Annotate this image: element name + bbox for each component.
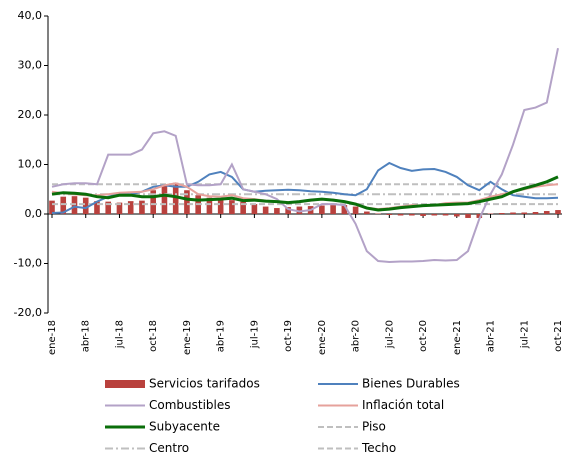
y-tick-label: 10,0	[18, 158, 43, 171]
bar	[274, 208, 280, 214]
x-tick-label: oct-19	[283, 320, 294, 352]
line	[51, 175, 559, 212]
x-tick-label: oct-18	[148, 320, 159, 352]
legend-label: Combustibles	[149, 398, 231, 412]
bar	[476, 214, 483, 218]
x-tick-label: oct-21	[553, 320, 564, 352]
bar	[150, 190, 156, 214]
bar	[330, 205, 336, 214]
x-tick-label: abr-18	[81, 320, 92, 352]
legend-swatch	[105, 380, 145, 388]
legend-label: Subyacente	[149, 420, 220, 434]
bar	[139, 200, 145, 214]
x-tick-label: jul-20	[384, 320, 395, 349]
bar	[420, 214, 426, 216]
bar	[431, 214, 438, 216]
bar	[127, 201, 134, 214]
x-tick-label: abr-20	[351, 320, 362, 352]
y-tick-label: 20,0	[18, 108, 43, 121]
bar	[296, 206, 303, 214]
bar	[184, 190, 190, 214]
bar	[262, 206, 269, 214]
bar	[285, 207, 291, 214]
y-tick-label: -10,0	[14, 257, 42, 270]
bar	[352, 206, 359, 214]
bar	[116, 202, 123, 214]
bar	[409, 214, 415, 216]
legend-label: Servicios tarifados	[149, 377, 260, 391]
bar	[454, 214, 460, 217]
bar	[510, 212, 516, 214]
bar	[555, 210, 561, 214]
x-tick-label: ene-18	[47, 320, 58, 355]
x-tick-label: ene-21	[452, 320, 463, 355]
bar	[251, 204, 258, 214]
bar	[442, 214, 449, 216]
bar	[532, 212, 539, 214]
x-tick-label: abr-19	[216, 320, 227, 352]
bar	[341, 205, 348, 214]
legend-label: Inflación total	[362, 398, 444, 412]
bar	[217, 198, 224, 214]
line	[51, 161, 559, 214]
bar	[172, 182, 179, 214]
bar	[105, 201, 112, 214]
legend-label: Techo	[361, 441, 396, 455]
bar	[229, 200, 235, 214]
bar	[386, 214, 393, 215]
bar	[543, 211, 550, 214]
x-tick-label: ene-19	[182, 320, 193, 355]
x-tick-label: jul-18	[114, 320, 125, 349]
bar	[465, 214, 471, 218]
x-tick-label: jul-21	[519, 320, 530, 349]
x-tick-label: jul-19	[249, 320, 260, 349]
bar	[364, 211, 370, 214]
bar	[319, 205, 325, 214]
y-tick-label: 40,0	[18, 9, 43, 22]
legend-label: Piso	[362, 420, 386, 434]
y-tick-label: 30,0	[18, 59, 43, 72]
y-tick-label: 0,0	[25, 207, 43, 220]
bar	[60, 196, 67, 214]
x-tick-label: oct-20	[418, 320, 429, 352]
legend-label: Bienes Durables	[362, 377, 460, 391]
line	[51, 47, 559, 264]
x-tick-label: abr-21	[486, 320, 497, 352]
bar	[49, 200, 55, 214]
x-tick-label: ene-20	[317, 320, 328, 355]
bar	[206, 197, 213, 214]
bar	[240, 201, 246, 214]
bar	[521, 212, 528, 214]
legend-label: Centro	[149, 441, 189, 455]
y-tick-label: -20,0	[14, 306, 42, 319]
bar	[498, 213, 505, 214]
bar	[94, 201, 100, 214]
bar	[82, 197, 89, 214]
bar	[161, 185, 168, 214]
bar	[397, 214, 404, 216]
